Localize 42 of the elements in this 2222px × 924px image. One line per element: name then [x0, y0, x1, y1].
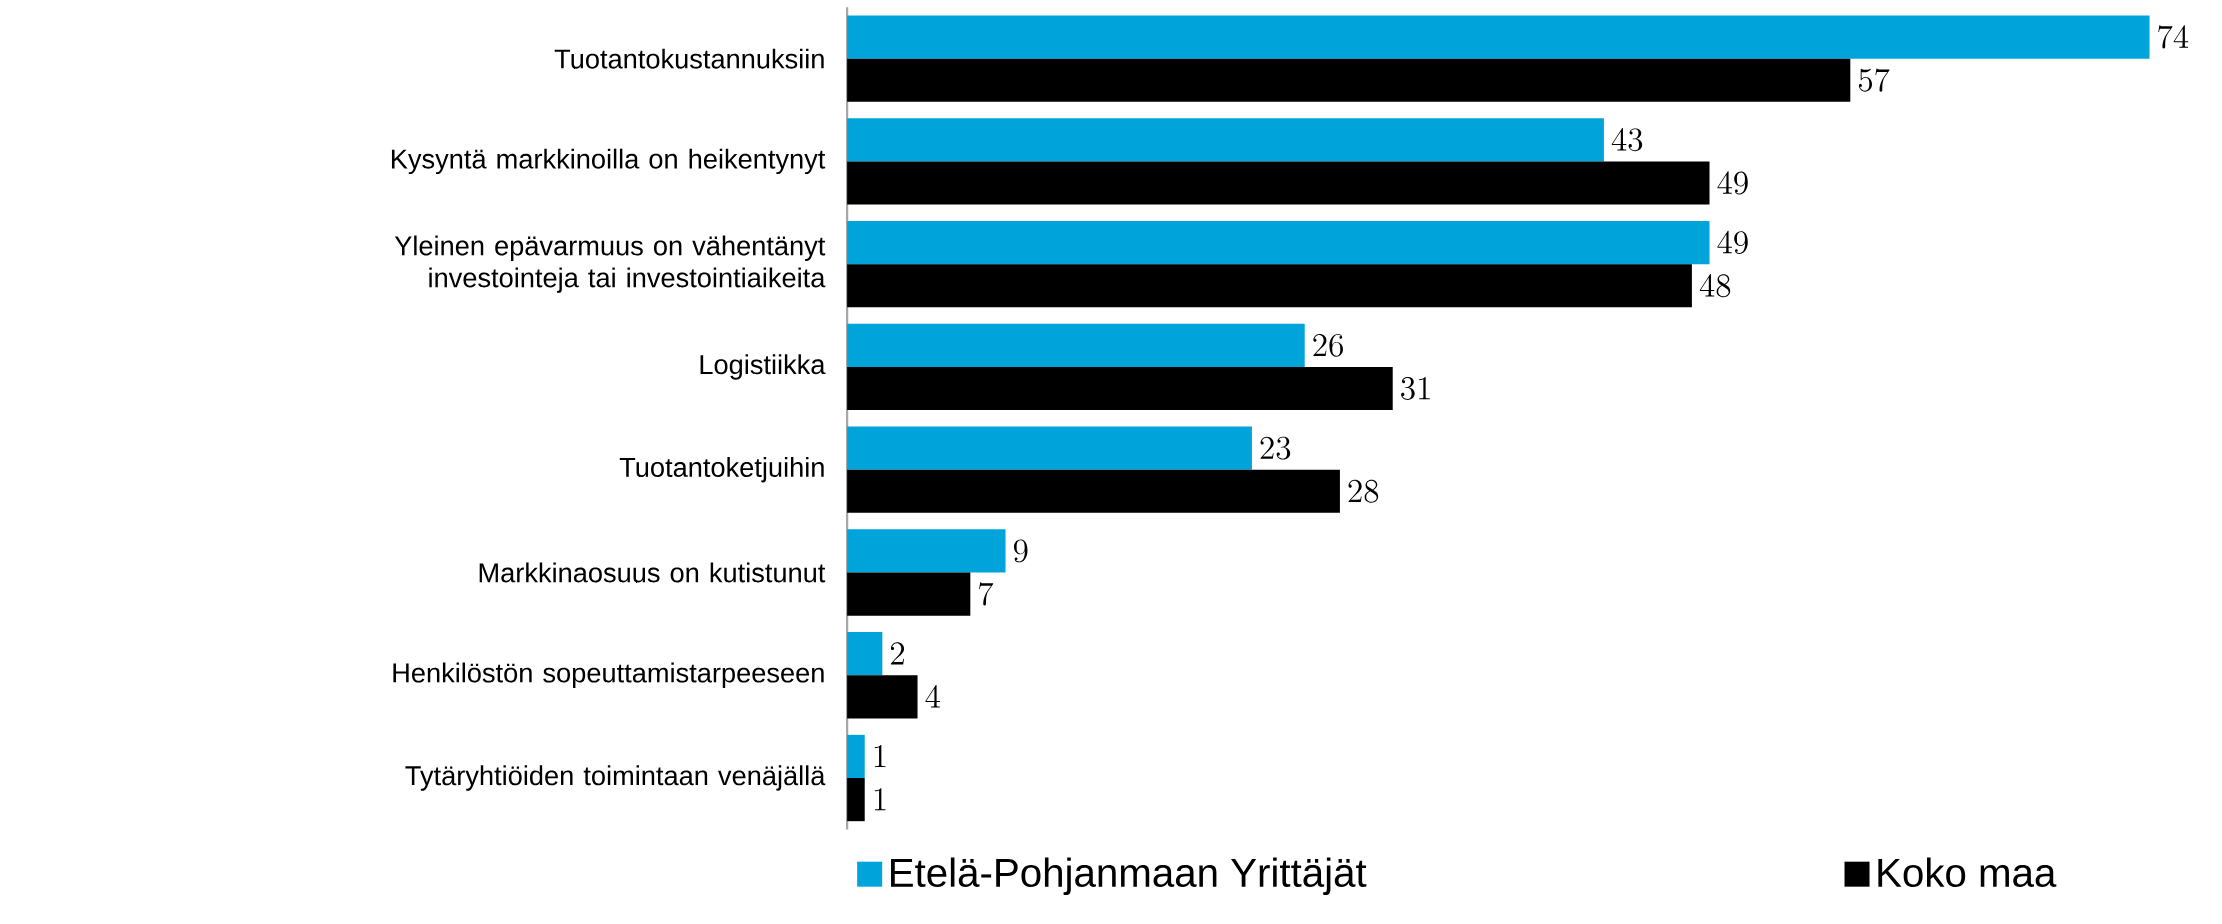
data-label: 43	[1611, 128, 1643, 152]
bar	[847, 426, 1252, 470]
bar	[847, 161, 1710, 205]
bar	[847, 58, 1851, 102]
bar	[847, 118, 1604, 162]
y-tick-label: Tytäryhtiöiden toimintaan venäjällä	[405, 765, 826, 791]
bar	[847, 734, 865, 779]
data-label: 9	[1013, 539, 1028, 563]
bar	[847, 221, 1710, 265]
data-label: 1	[874, 788, 886, 811]
y-tick-label: Henkilöstön sopeuttamistarpeeseen	[393, 662, 824, 689]
data-label: 31	[1401, 377, 1430, 401]
y-tick-label: Logistiikka	[700, 354, 826, 380]
data-label: 26	[1313, 334, 1343, 357]
legend-label: Etelä-Pohjanmaan Yrittäjät	[891, 857, 1367, 896]
data-label: 23	[1260, 436, 1291, 460]
bar	[847, 632, 883, 676]
data-label: 49	[1717, 230, 1748, 255]
data-label: 4	[925, 685, 940, 708]
bar	[847, 15, 2150, 59]
data-label: 28	[1348, 479, 1379, 503]
y-tick-label: Tuotantoketjuihin	[619, 457, 824, 483]
legend-label: Koko maa	[1878, 857, 2057, 888]
bar	[847, 367, 1393, 411]
y-tick-label: Kysyntä markkinoilla on heikentynyt	[391, 148, 826, 175]
y-tick-label: Yleinen epävarmuus on vähentänyt investointeja tai investointiaikeita	[394, 235, 826, 293]
bar	[847, 323, 1305, 368]
data-label: 1	[874, 745, 886, 768]
bar	[847, 529, 1006, 573]
y-tick-label: Tuotantokustannuksiin	[554, 48, 824, 69]
bar	[847, 469, 1340, 513]
bar	[847, 675, 918, 719]
bar	[847, 778, 865, 822]
bar	[847, 264, 1692, 308]
bar	[847, 572, 971, 616]
data-label: 49	[1717, 171, 1748, 195]
y-tick-label: Markkinaosuus on kutistunut	[479, 562, 826, 583]
data-label: 7	[979, 582, 994, 606]
data-label: 2	[890, 642, 905, 665]
data-label: 57	[1858, 68, 1890, 92]
data-label: 48	[1699, 274, 1731, 298]
data-label: 74	[2158, 25, 2189, 49]
